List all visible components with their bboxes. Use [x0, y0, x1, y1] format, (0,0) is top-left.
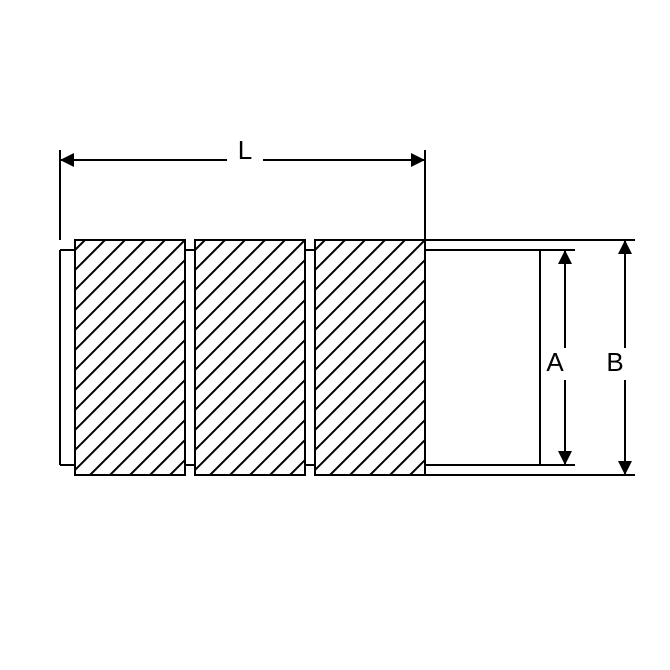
label-L: L	[238, 135, 252, 165]
technical-drawing: L A B	[0, 0, 670, 670]
label-A: A	[546, 347, 564, 377]
label-B: B	[606, 347, 623, 377]
